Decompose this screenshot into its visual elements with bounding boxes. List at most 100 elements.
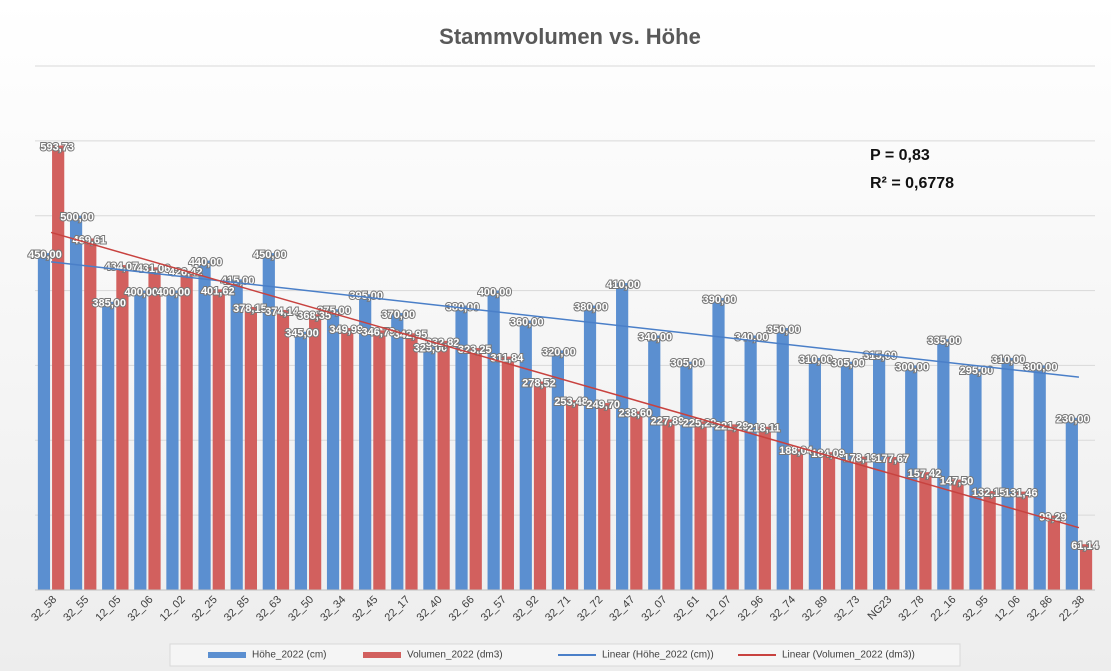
data-label: 346,79 [362, 326, 396, 338]
data-label: 225,29 [683, 417, 717, 429]
bar [148, 267, 161, 590]
bar [598, 403, 611, 590]
data-label: 131,46 [1004, 487, 1038, 499]
data-label: 349,99 [329, 324, 363, 336]
data-label: 378,15 [233, 303, 267, 315]
data-label: 310,00 [992, 354, 1026, 366]
bar [905, 365, 918, 590]
data-label: 99,29 [1039, 512, 1067, 524]
bar [373, 330, 386, 590]
legend-label: Linear (Volumen_2022 (dm3)) [782, 650, 915, 661]
data-label: 230,00 [1056, 414, 1090, 426]
legend-label: Höhe_2022 (cm) [252, 650, 326, 661]
data-label: 188,04 [779, 445, 814, 457]
bar [648, 335, 661, 590]
legend-label: Volumen_2022 (dm3) [407, 650, 503, 661]
data-label: 227,89 [651, 415, 685, 427]
bar [52, 145, 65, 590]
data-label: 400,00 [157, 286, 191, 298]
data-label: 360,00 [510, 316, 544, 328]
bar [1015, 491, 1028, 590]
data-label: 340,00 [638, 331, 672, 343]
data-label: 315,00 [863, 350, 897, 362]
bar [1047, 515, 1061, 590]
bar [566, 400, 579, 590]
data-label: 345,00 [285, 328, 319, 340]
data-label: 450,00 [28, 249, 62, 261]
bar [758, 426, 771, 590]
data-label: 320,00 [542, 346, 576, 358]
bar [694, 421, 707, 590]
bar [262, 253, 275, 590]
data-label: 157,42 [908, 468, 942, 480]
legend-swatch [208, 652, 246, 658]
trendline [50, 231, 1080, 529]
data-label: 177,67 [875, 453, 909, 465]
bar [712, 298, 725, 590]
bar [391, 313, 404, 590]
bar [198, 260, 211, 590]
data-label: 395,00 [349, 290, 383, 302]
bar [455, 305, 468, 590]
bar [294, 331, 308, 590]
bar [726, 424, 739, 590]
data-label: 450,00 [253, 249, 287, 261]
bar [469, 348, 482, 590]
bar [533, 381, 547, 590]
bar [423, 346, 436, 590]
data-label: 374,14 [265, 306, 300, 318]
bar [487, 290, 500, 590]
data-label: 305,00 [671, 358, 705, 370]
bar [69, 215, 83, 590]
bar [166, 290, 179, 590]
bar [1033, 365, 1046, 590]
data-label: 375,00 [317, 305, 351, 317]
data-label: 249,70 [586, 399, 620, 411]
data-label: 400,00 [124, 286, 158, 298]
bar [37, 253, 51, 590]
bar [808, 357, 821, 590]
bar [983, 491, 996, 590]
data-label: 469,61 [72, 234, 106, 246]
data-label: 300,00 [895, 361, 929, 373]
bar [1079, 544, 1093, 590]
data-label: 300,00 [1024, 361, 1058, 373]
data-label: 440,00 [189, 257, 223, 269]
data-label: 385,00 [92, 298, 126, 310]
data-label: 400,00 [478, 286, 512, 298]
data-label: 380,00 [574, 301, 608, 313]
bar [180, 270, 193, 590]
data-label: 401,62 [201, 285, 235, 297]
data-label: 147,50 [940, 475, 974, 487]
data-label: 184,09 [811, 448, 845, 460]
bar [134, 290, 147, 590]
bar [680, 361, 693, 590]
bar [969, 369, 982, 590]
data-label: 238,60 [619, 407, 653, 419]
bar [873, 354, 886, 590]
bar [116, 265, 129, 590]
bar [776, 328, 789, 590]
legend-label: Linear (Höhe_2022 (cm)) [602, 650, 714, 661]
data-label: 311,84 [490, 352, 524, 364]
bar [309, 314, 322, 590]
bar [102, 301, 115, 590]
bar [1065, 417, 1078, 590]
data-label: 178,19 [843, 453, 877, 465]
data-label: 368,35 [297, 310, 331, 322]
bar [630, 411, 643, 590]
bar [359, 294, 372, 590]
bar [744, 335, 757, 590]
data-label: 278,52 [522, 377, 556, 389]
bar [519, 320, 532, 590]
data-label: 410,00 [606, 279, 640, 291]
bar [501, 356, 514, 590]
data-label: 332,82 [426, 337, 460, 349]
annotation: R² = 0,6778 [870, 175, 954, 192]
bar [937, 339, 950, 590]
data-label: 253,48 [554, 396, 588, 408]
bar [919, 472, 932, 590]
data-label: 295,00 [960, 365, 994, 377]
bar [405, 333, 418, 590]
